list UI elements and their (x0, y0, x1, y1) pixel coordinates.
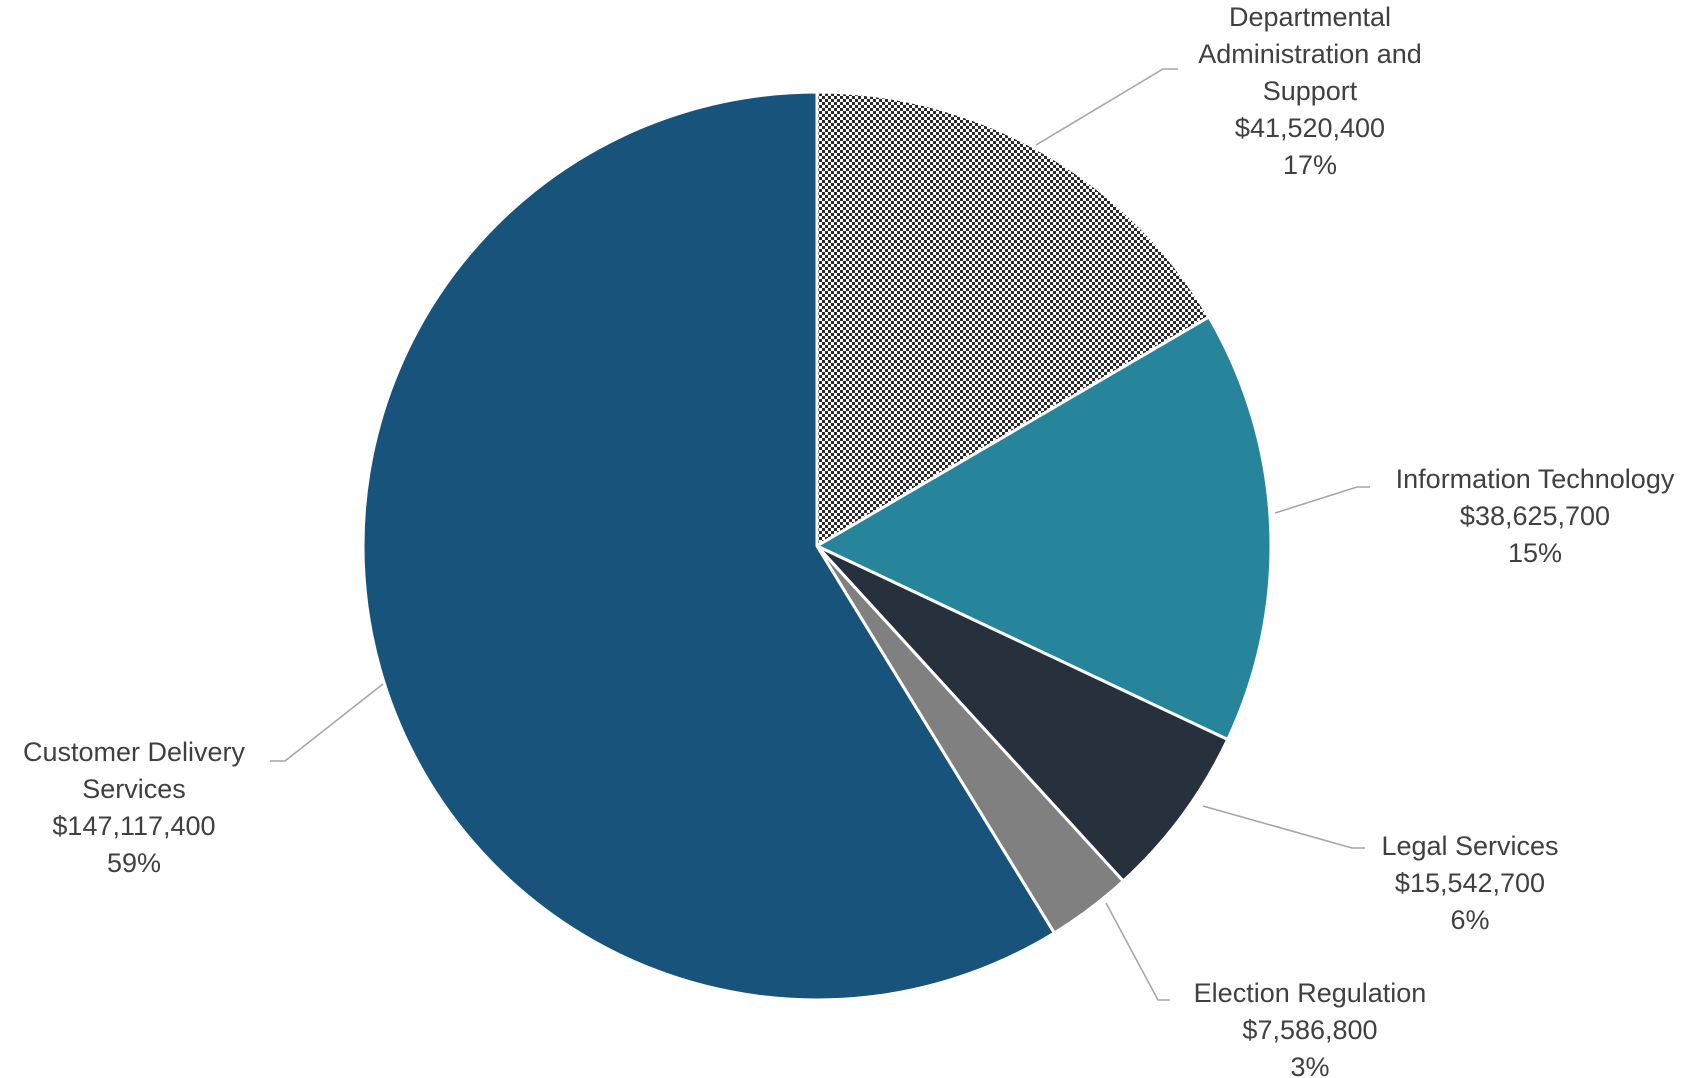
data-label-line: $147,117,400 (52, 811, 215, 841)
data-label-information-technology: Information Technology $38,625,700 15% (1396, 464, 1675, 568)
data-label-line: $15,542,700 (1395, 868, 1545, 898)
data-label-departmental-administration-and-support: Departmental Administration and Support $41… (1198, 2, 1422, 180)
data-label-line: $41,520,400 (1235, 113, 1385, 143)
data-label-line: 17% (1283, 150, 1337, 180)
data-label-line: Support (1263, 76, 1358, 106)
leader-line-election-regulation (1105, 902, 1170, 1001)
pie-slices (361, 90, 1273, 1002)
data-label-line: Information Technology (1396, 464, 1675, 494)
data-label-legal-services: Legal Services $15,542,700 6% (1381, 831, 1558, 935)
data-label-line: Election Regulation (1194, 978, 1427, 1008)
leader-line-information-technology (1274, 486, 1370, 514)
pie-slice-legal-services (815, 544, 1230, 884)
leader-line-customer-delivery-services (270, 683, 384, 762)
data-label-line: 3% (1290, 1052, 1329, 1078)
leader-line-departmental-administration-and-support (1035, 68, 1178, 146)
leader-line-legal-services (1202, 805, 1365, 849)
data-label-customer-delivery-services: Customer Delivery Services $147,117,400 59% (23, 737, 246, 878)
data-label-line: Services (82, 774, 186, 804)
pie-slice-departmental-administration-and-support (815, 90, 1212, 549)
data-labels: Departmental Administration and Support $41… (23, 2, 1675, 1078)
data-label-line: 15% (1508, 538, 1562, 568)
data-label-line: Legal Services (1381, 831, 1558, 861)
data-label-election-regulation: Election Regulation $7,586,800 3% (1194, 978, 1427, 1078)
leader-lines (270, 68, 1370, 1001)
pie-slice-information-technology (813, 314, 1273, 742)
data-label-line: 59% (107, 848, 161, 878)
data-label-line: $38,625,700 (1460, 501, 1610, 531)
data-label-line: $7,586,800 (1242, 1015, 1377, 1045)
data-label-line: Departmental (1229, 2, 1391, 32)
data-label-line: 6% (1450, 905, 1489, 935)
pie-slice-customer-delivery-services (361, 90, 1057, 1002)
data-label-line: Administration and (1198, 39, 1422, 69)
data-label-line: Customer Delivery (23, 737, 246, 767)
